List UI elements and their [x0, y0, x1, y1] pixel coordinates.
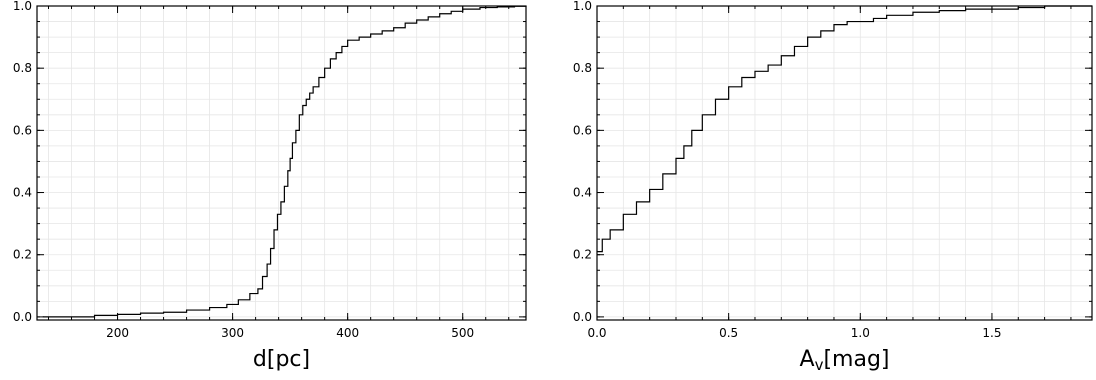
y-tick-label: 0.6 [573, 123, 592, 137]
x-tick-label: 200 [106, 326, 129, 340]
tick-labels: 0.0 0.5 1.0 1.5 0.0 0.2 0.4 0.6 0.8 1.0 [573, 0, 1002, 340]
grid [37, 5, 526, 320]
y-tick-label: 0.0 [13, 310, 32, 324]
y-tick-label: 0.4 [573, 186, 592, 200]
x-tick-label: 1.5 [982, 326, 1001, 340]
ticks [37, 5, 526, 320]
plot-frame [36, 5, 527, 321]
ticks [596, 5, 1092, 320]
x-axis-label-sub: v [815, 356, 824, 374]
y-tick-label: 0.8 [573, 61, 592, 75]
x-axis-label: Av[mag] [800, 347, 890, 374]
x-tick-label: 0.5 [719, 326, 738, 340]
plot-frame [596, 5, 1093, 321]
x-tick-label: 500 [451, 326, 474, 340]
x-tick-label: 300 [221, 326, 244, 340]
y-tick-label: 1.0 [13, 0, 32, 13]
y-tick-label: 0.6 [13, 123, 32, 137]
grid [596, 5, 1092, 320]
x-axis-label-unit: [mag] [823, 347, 889, 372]
x-tick-label: 0.0 [587, 326, 606, 340]
x-axis-label: d[pc] [253, 347, 310, 372]
y-tick-label: 0.2 [573, 248, 592, 262]
x-axis-label-main: A [800, 347, 815, 372]
tick-labels: 200 300 400 500 0.0 0.2 0.4 0.6 0.8 1.0 [13, 0, 474, 340]
y-tick-label: 0.8 [13, 61, 32, 75]
y-tick-label: 0.4 [13, 186, 32, 200]
cdf-line [597, 5, 1092, 253]
panel-extinction-cdf: 0.0 0.5 1.0 1.5 0.0 0.2 0.4 0.6 0.8 1.0 Av[mag] [573, 0, 1093, 374]
y-tick-label: 0.2 [13, 248, 32, 262]
x-tick-label: 1.0 [851, 326, 870, 340]
panel-distance-cdf: 200 300 400 500 0.0 0.2 0.4 0.6 0.8 1.0 d[pc] [13, 0, 527, 372]
x-tick-label: 400 [336, 326, 359, 340]
y-tick-label: 1.0 [573, 0, 592, 13]
cdf-line [42, 5, 527, 318]
y-tick-label: 0.0 [573, 310, 592, 324]
